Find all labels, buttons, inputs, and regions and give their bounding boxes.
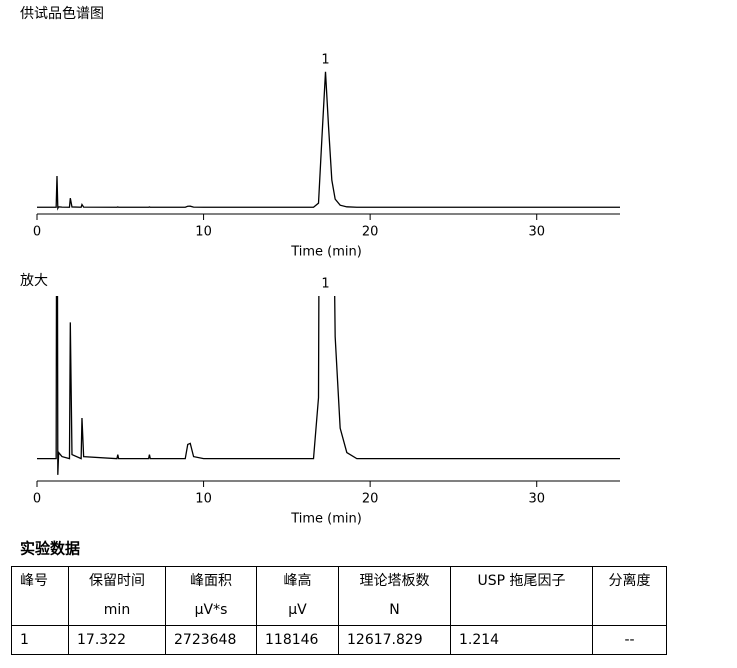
header-name: 理论塔板数	[359, 573, 430, 589]
data-row: 1 17.322 2723648 118146 12617.829 1.214 --	[11, 625, 667, 655]
cell: 2723648	[165, 625, 257, 655]
cell: 1	[11, 625, 69, 655]
peak-label: 1	[321, 277, 329, 292]
x-tick-label: 20	[362, 225, 379, 240]
header-name: USP 拖尾因子	[477, 573, 566, 589]
header-name: 峰面积	[190, 573, 232, 589]
title: 供试品色谱图	[20, 5, 104, 22]
cell: --	[592, 625, 667, 655]
header-cell: USP 拖尾因子	[450, 566, 593, 626]
header-unit: μV*s	[194, 602, 228, 618]
x-tick-label: 0	[33, 225, 41, 240]
cell: 12617.829	[338, 625, 451, 655]
header-cell: 峰面积 μV*s	[165, 566, 257, 626]
x-tick-label: 10	[195, 225, 212, 240]
cell: 17.322	[68, 625, 166, 655]
trace	[37, 71, 620, 211]
header-unit: min	[103, 602, 131, 618]
header-cell: 峰高 μV	[256, 566, 339, 626]
header-name: 峰高	[283, 573, 312, 589]
header-unit: N	[389, 602, 400, 618]
cell: 1.214	[450, 625, 593, 655]
x-axis-label: Time (min)	[290, 245, 362, 260]
table-title: 实验数据	[20, 540, 80, 558]
x-tick-label: 30	[528, 225, 545, 240]
x-axis-label: Time (min)	[290, 512, 362, 527]
header-name: 分离度	[608, 573, 651, 589]
header-cell: 理论塔板数 N	[338, 566, 451, 626]
x-tick-label: 0	[33, 492, 41, 507]
x-tick-label: 20	[362, 492, 379, 507]
trace	[37, 296, 620, 475]
header-cell: 保留时间 min	[68, 566, 166, 626]
header-name: 峰号	[20, 573, 48, 589]
header-row: 峰号 保留时间 min 峰面积 μV*s 峰高 μV 理论塔板数 N USP 拖尾因子 分离度	[11, 566, 667, 626]
header-unit: μV	[288, 602, 307, 618]
peak-label: 1	[321, 52, 329, 67]
header-cell: 分离度	[592, 566, 667, 626]
x-tick-label: 10	[195, 492, 212, 507]
cell: 118146	[256, 625, 339, 655]
zoom-label: 放大	[20, 273, 48, 289]
header-cell: 峰号	[11, 566, 69, 626]
x-tick-label: 30	[528, 492, 545, 507]
header-name: 保留时间	[89, 573, 145, 589]
